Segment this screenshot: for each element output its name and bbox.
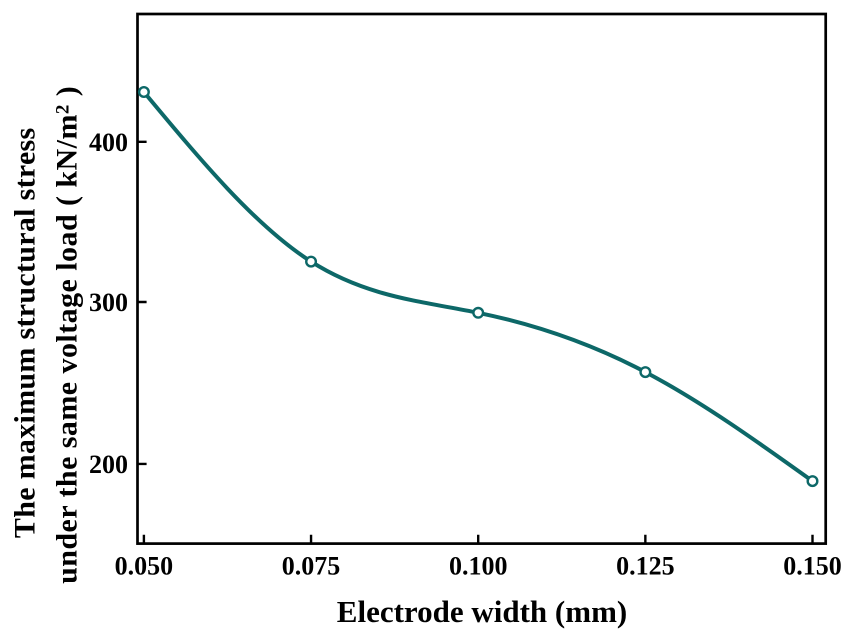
svg-text:The maximum structural stress: The maximum structural stress	[9, 127, 42, 538]
svg-text:400: 400	[89, 128, 128, 157]
svg-text:0.050: 0.050	[115, 552, 174, 581]
svg-text:under the same voltage load (: under the same voltage load ( kN/m2 )	[51, 86, 84, 584]
svg-text:0.100: 0.100	[449, 552, 508, 581]
svg-text:0.125: 0.125	[616, 552, 675, 581]
svg-text:Electrode width (mm): Electrode width (mm)	[337, 594, 627, 629]
svg-text:200: 200	[89, 450, 128, 479]
svg-text:0.075: 0.075	[282, 552, 341, 581]
svg-text:300: 300	[89, 288, 128, 317]
svg-text:0.150: 0.150	[783, 552, 842, 581]
